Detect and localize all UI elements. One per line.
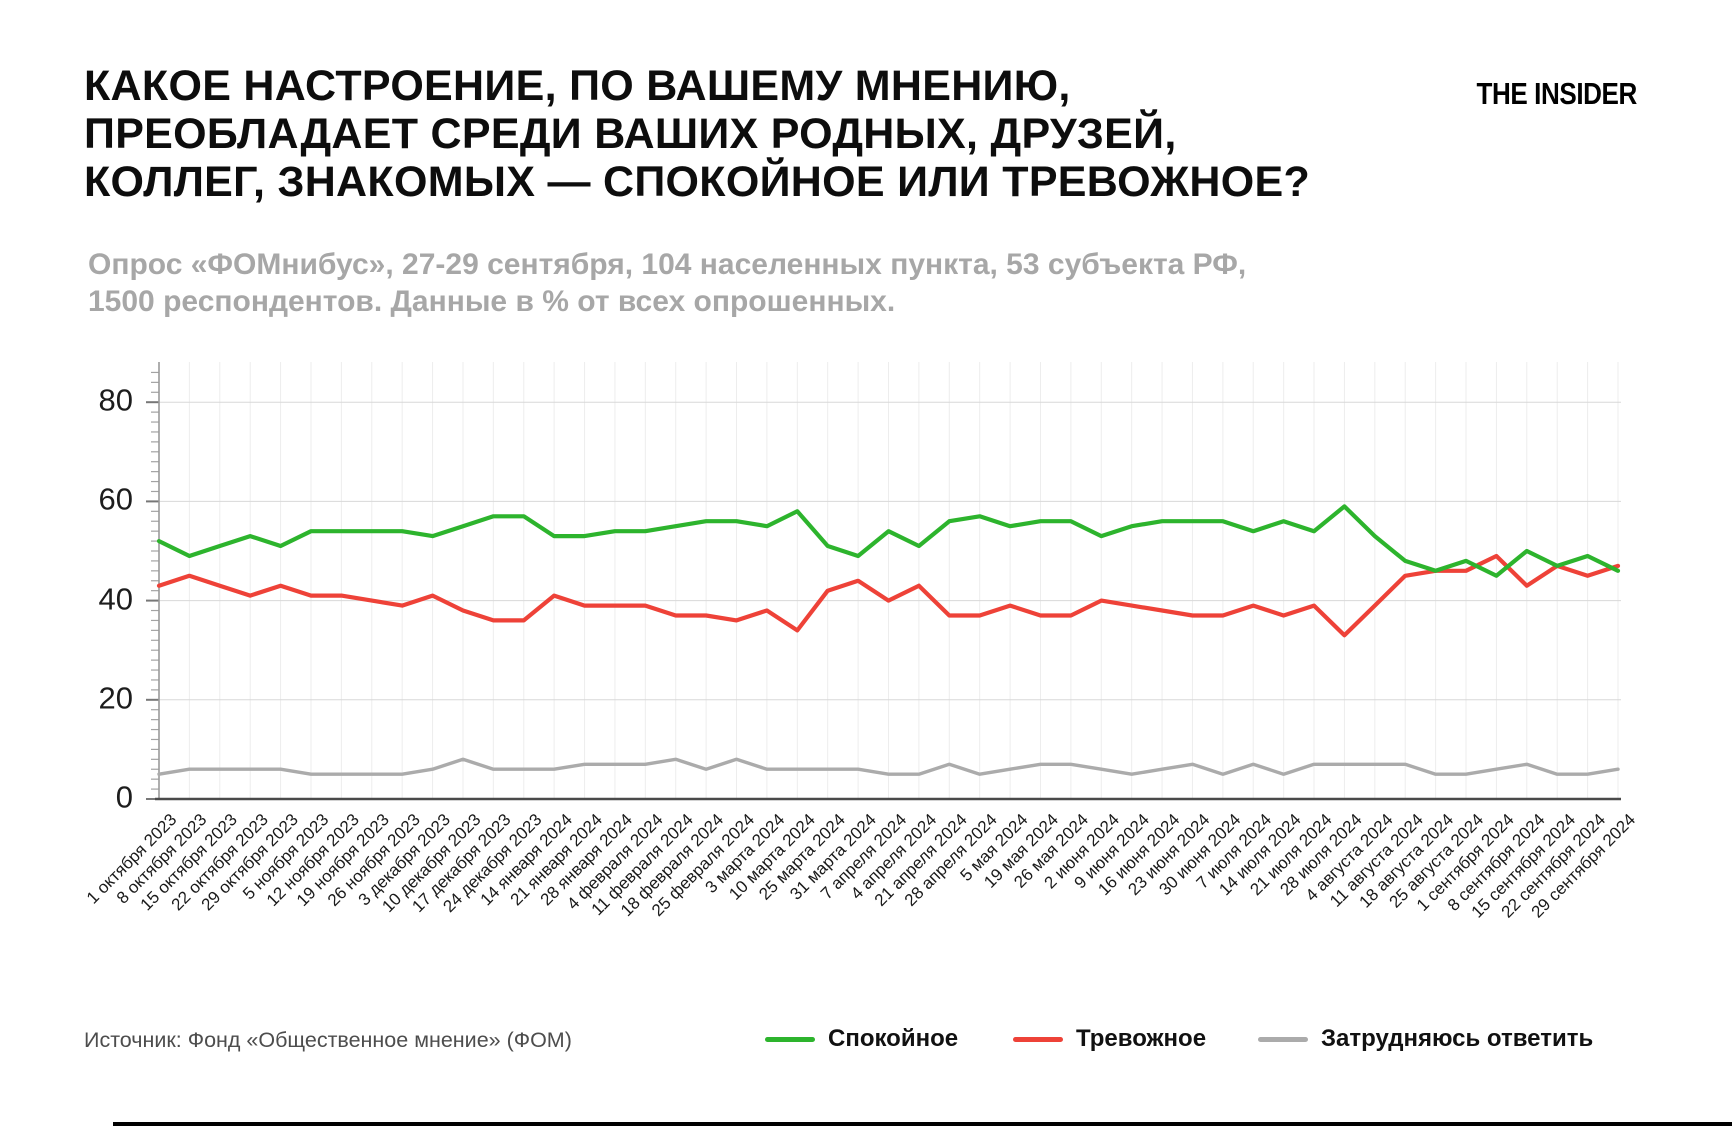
the-insider-logo: THE INSIDER bbox=[1476, 76, 1638, 111]
y-tick-label: 80 bbox=[98, 382, 133, 418]
title-line-2: ПРЕОБЛАДАЕТ СРЕДИ ВАШИХ РОДНЫХ, ДРУЗЕЙ, bbox=[84, 110, 1177, 158]
poll-subtitle: Опрос «ФОМнибус», 27-29 сентября, 104 на… bbox=[88, 246, 1246, 320]
title-line-3: КОЛЛЕГ, ЗНАКОМЫХ — СПОКОЙНОЕ ИЛИ ТРЕВОЖН… bbox=[84, 158, 1311, 206]
series-undecided bbox=[157, 757, 1620, 776]
y-tick-label: 0 bbox=[115, 779, 133, 815]
y-tick-label: 60 bbox=[98, 481, 133, 517]
series-calm bbox=[156, 504, 1621, 578]
subtitle-line-1: Опрос «ФОМнибус», 27-29 сентября, 104 на… bbox=[88, 248, 1247, 281]
series-anxious bbox=[156, 553, 1621, 638]
title-line-1: КАКОЕ НАСТРОЕНИЕ, ПО ВАШЕМУ МНЕНИЮ, bbox=[84, 62, 1071, 110]
y-tick-label: 40 bbox=[98, 581, 133, 617]
source-note: Источник: Фонд «Общественное мнение» (ФО… bbox=[84, 1028, 572, 1052]
subtitle-line-2: 1500 респондентов. Данные в % от всех оп… bbox=[88, 285, 896, 318]
page-title: КАКОЕ НАСТРОЕНИЕ, ПО ВАШЕМУ МНЕНИЮ, ПРЕО… bbox=[84, 62, 1310, 206]
bottom-border bbox=[113, 1122, 1732, 1126]
y-tick-label: 20 bbox=[98, 680, 133, 716]
